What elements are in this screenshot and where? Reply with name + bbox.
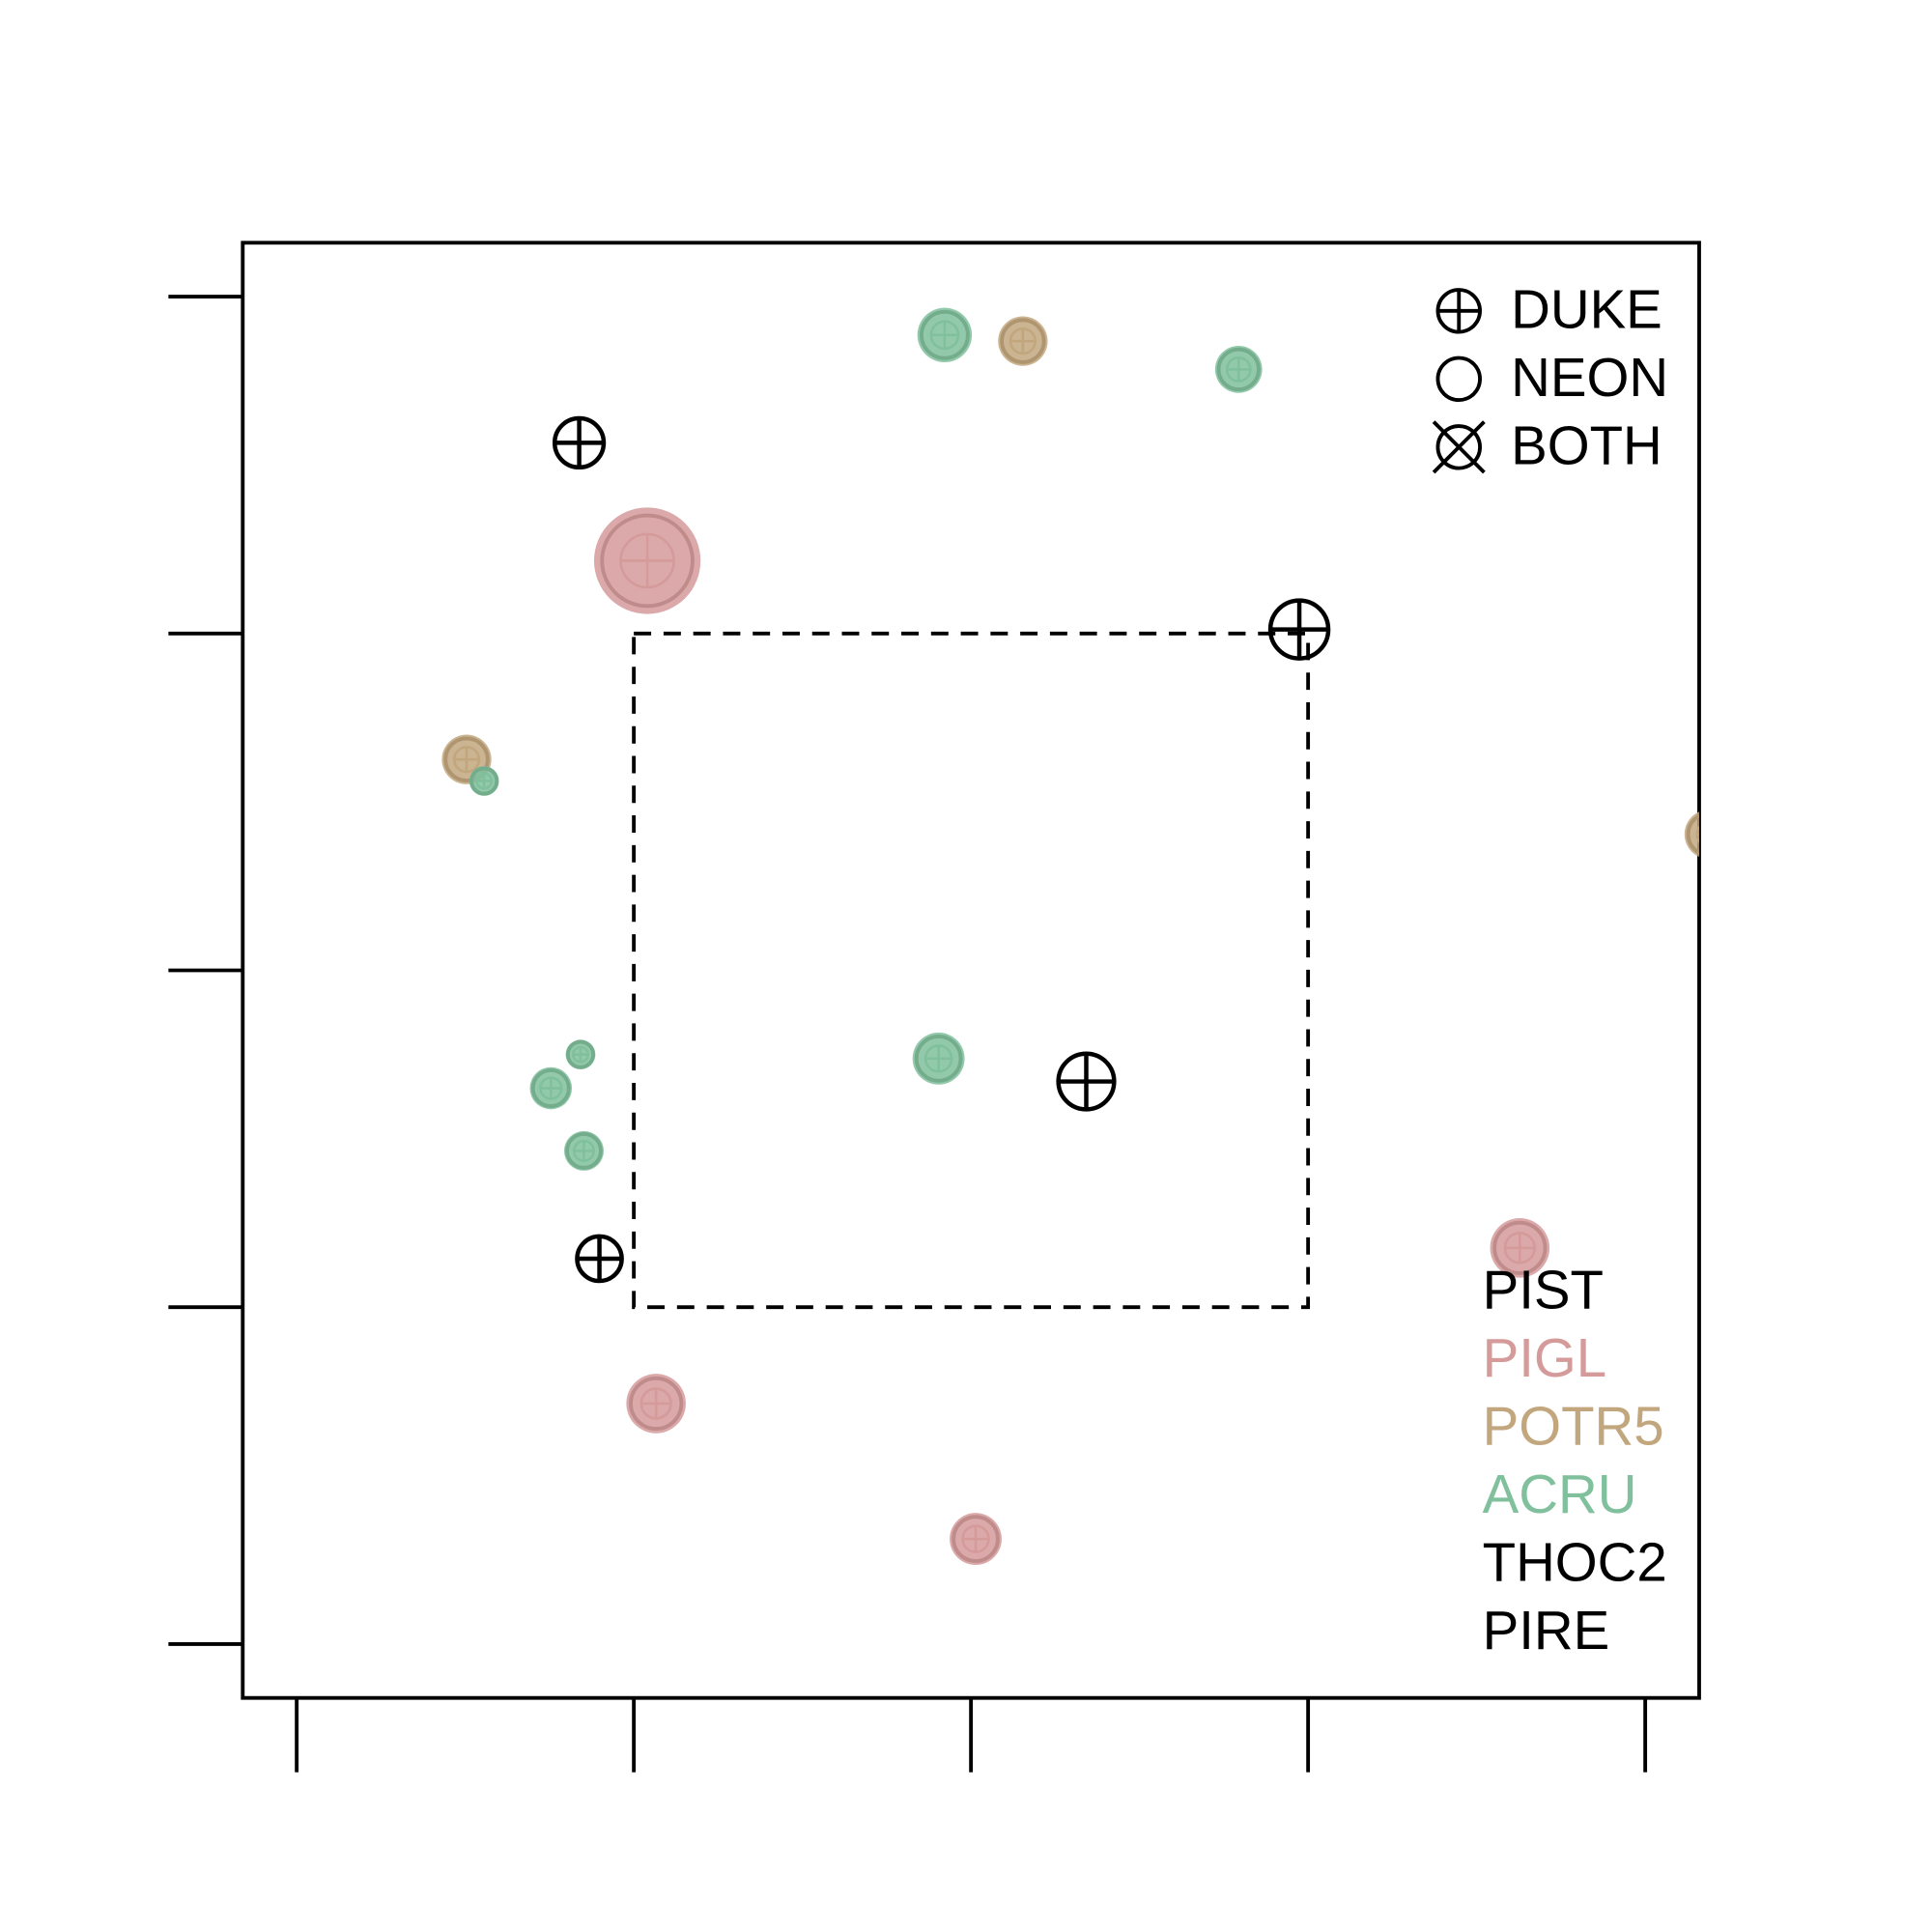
legend-symbol bbox=[1435, 355, 1482, 403]
point bbox=[912, 1032, 965, 1085]
legend-label: PIST bbox=[1483, 1260, 1604, 1321]
legend-symbol bbox=[1432, 420, 1486, 474]
point-ring bbox=[1000, 318, 1046, 364]
legend-label: PIRE bbox=[1483, 1600, 1610, 1661]
point bbox=[575, 1234, 624, 1284]
legend-label: POTR5 bbox=[1483, 1396, 1664, 1457]
plot-frame bbox=[241, 241, 1701, 1700]
point bbox=[1684, 811, 1699, 858]
point bbox=[998, 316, 1048, 366]
point bbox=[469, 766, 499, 796]
points bbox=[441, 307, 1699, 1566]
legend-label: DUKE bbox=[1511, 278, 1662, 339]
point bbox=[950, 1513, 1002, 1566]
point-disc bbox=[1684, 811, 1699, 858]
point-ring bbox=[1492, 1220, 1548, 1275]
legend-label: ACRU bbox=[1483, 1463, 1637, 1524]
point bbox=[529, 1066, 573, 1110]
point bbox=[626, 1374, 686, 1434]
legend-label: THOC2 bbox=[1483, 1532, 1667, 1593]
legend-label: PIGL bbox=[1483, 1327, 1607, 1388]
point bbox=[1214, 346, 1263, 393]
point-ring bbox=[952, 1515, 1000, 1563]
point-ring bbox=[565, 1039, 595, 1069]
legend-label: BOTH bbox=[1511, 414, 1662, 475]
inner-plot-boundary bbox=[632, 631, 1311, 1310]
point-ring bbox=[1216, 347, 1261, 392]
point-ring bbox=[629, 1376, 684, 1432]
point-ring bbox=[565, 1132, 603, 1170]
point-ring bbox=[600, 513, 695, 609]
point-ring bbox=[469, 766, 499, 796]
point bbox=[552, 415, 607, 470]
point bbox=[593, 507, 701, 614]
point-ring bbox=[1686, 813, 1699, 855]
legend-label: NEON bbox=[1511, 347, 1668, 408]
point bbox=[1490, 1218, 1550, 1278]
legend-symbol bbox=[1435, 424, 1482, 470]
point bbox=[917, 307, 973, 363]
point-ring bbox=[914, 1035, 963, 1083]
point bbox=[565, 1039, 596, 1070]
point bbox=[1267, 598, 1331, 661]
point-ring bbox=[920, 309, 970, 360]
point bbox=[563, 1130, 604, 1171]
point-ring bbox=[443, 736, 490, 782]
point bbox=[1056, 1051, 1117, 1112]
point-ring bbox=[530, 1068, 571, 1108]
